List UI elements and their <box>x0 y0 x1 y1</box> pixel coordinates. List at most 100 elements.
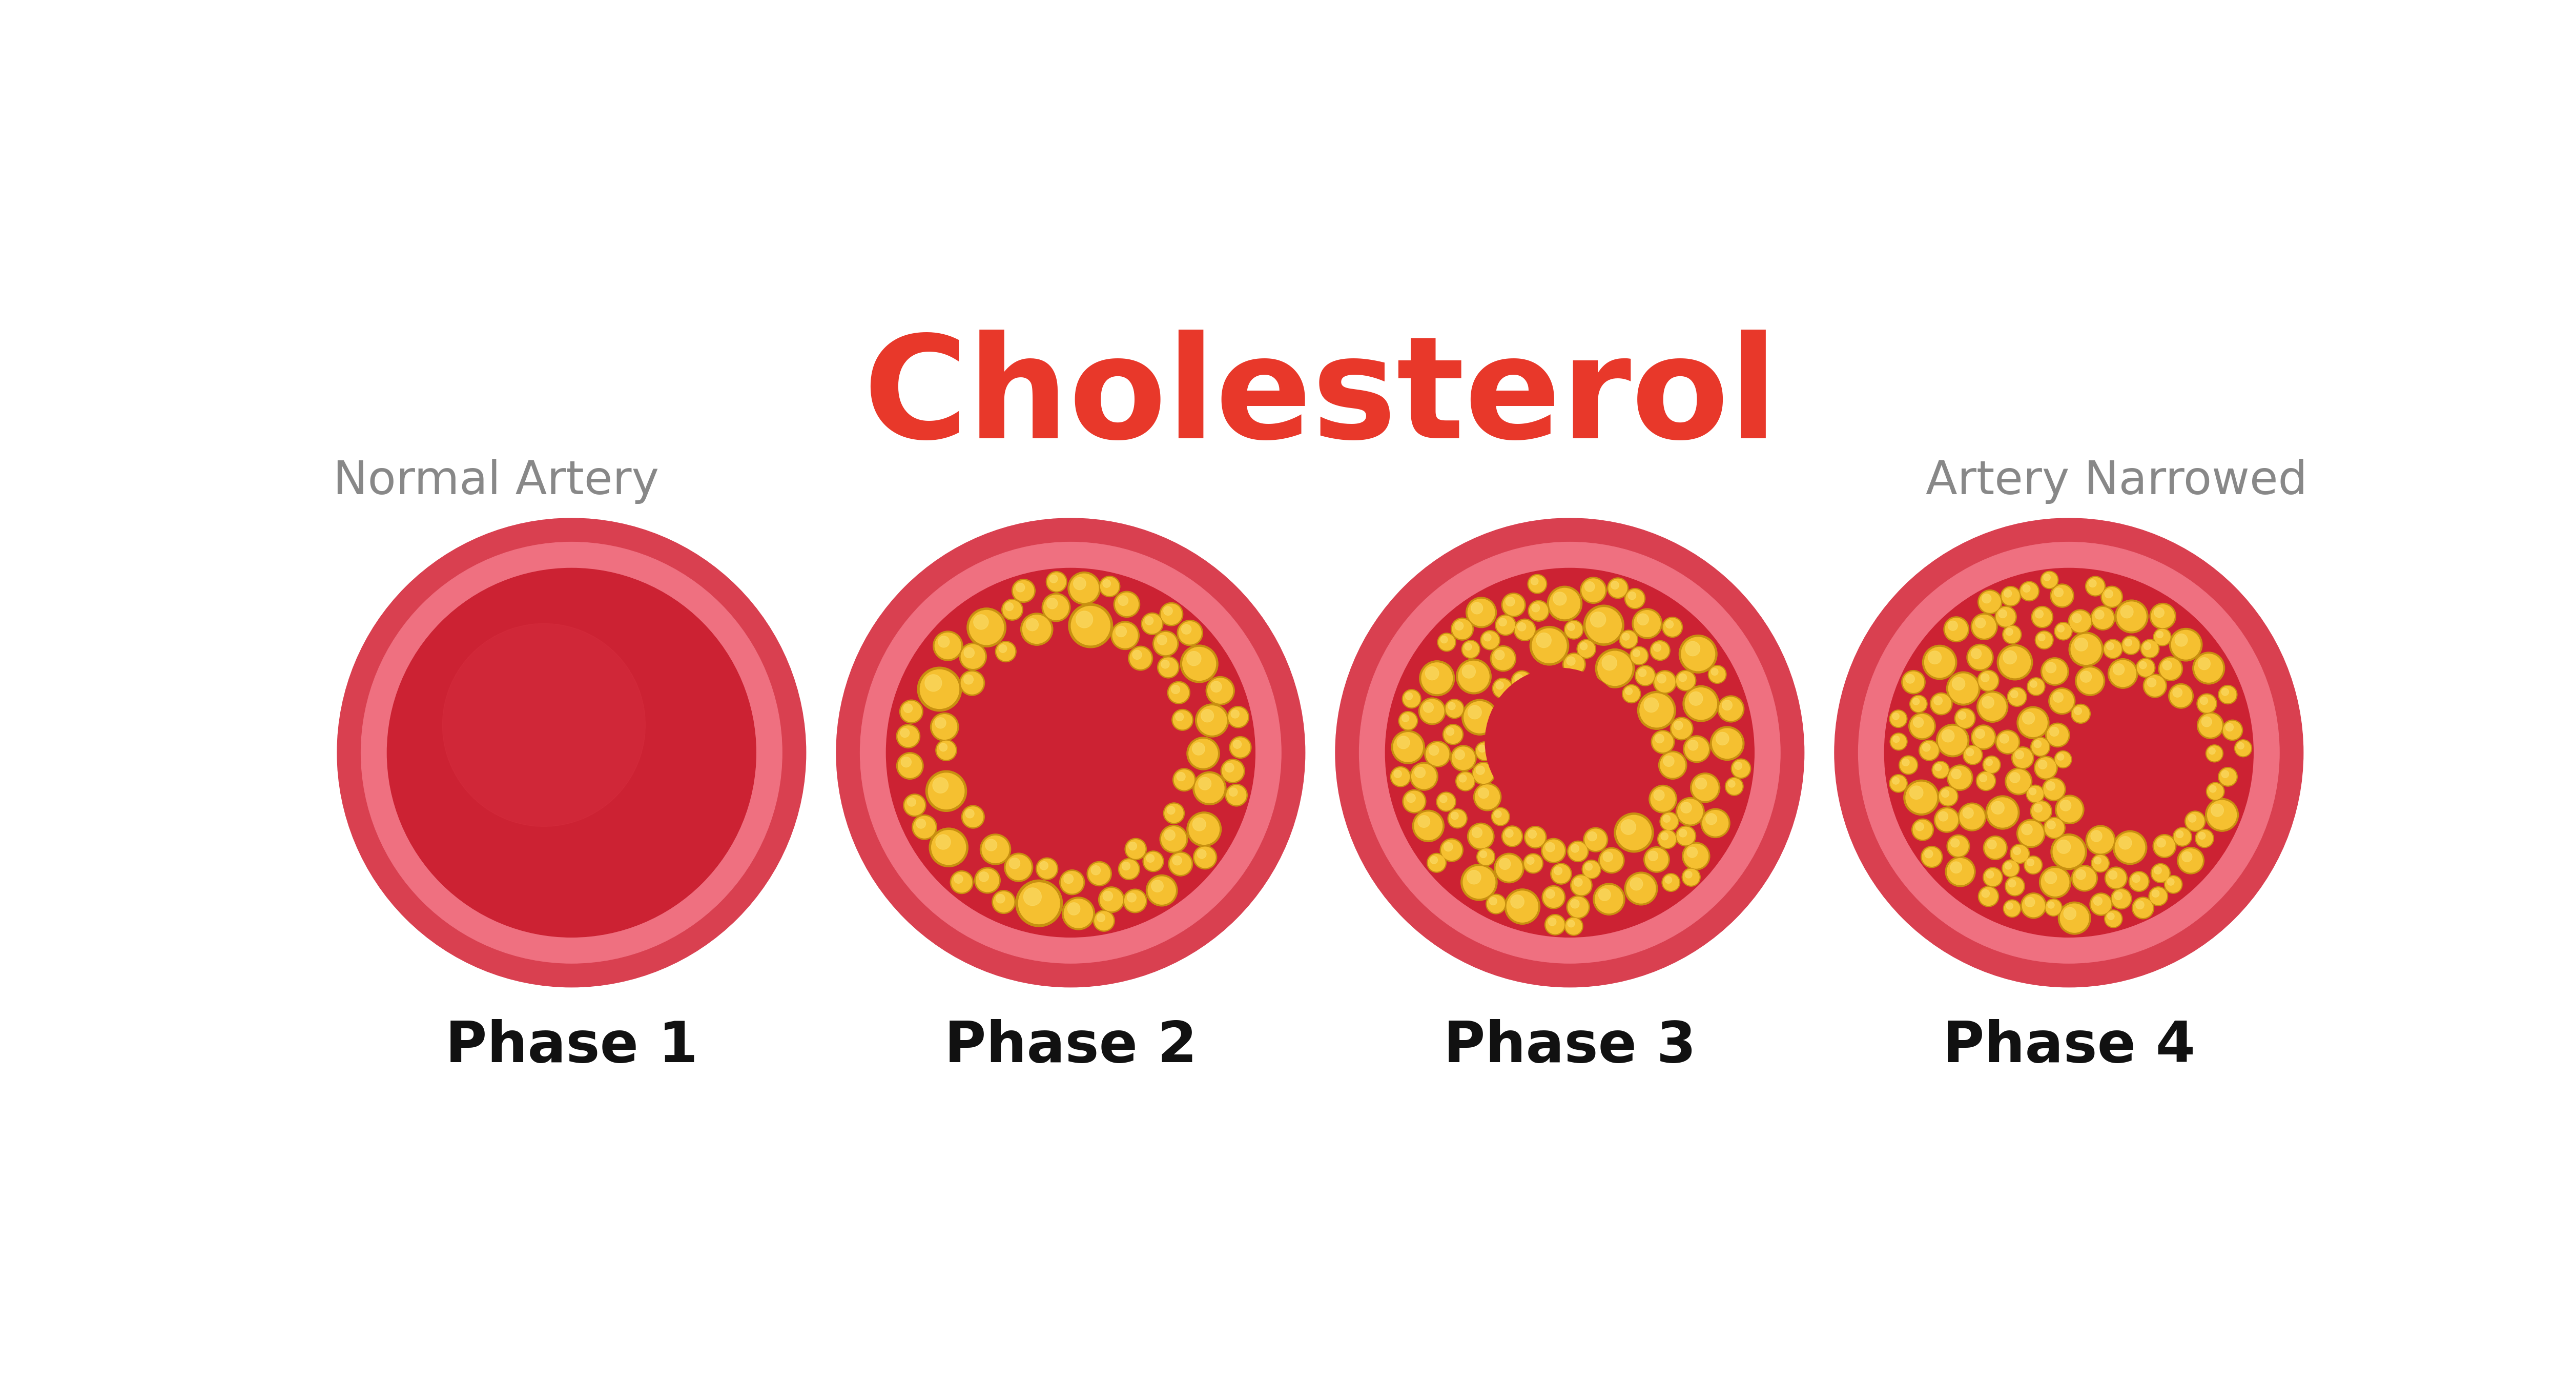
Circle shape <box>1489 898 1497 904</box>
Circle shape <box>2012 747 2035 769</box>
Circle shape <box>2164 875 2182 893</box>
Circle shape <box>1100 888 1123 911</box>
Circle shape <box>1625 687 1633 694</box>
Circle shape <box>1651 787 1674 812</box>
Circle shape <box>958 643 987 671</box>
Circle shape <box>2102 588 2120 606</box>
Circle shape <box>1010 857 1020 869</box>
Circle shape <box>1092 910 1115 932</box>
Circle shape <box>1911 714 1935 739</box>
Circle shape <box>1566 841 1589 862</box>
Circle shape <box>1953 678 1965 690</box>
Circle shape <box>1061 898 1095 929</box>
Circle shape <box>1422 703 1432 712</box>
Circle shape <box>443 624 647 827</box>
Circle shape <box>2045 819 2063 838</box>
Circle shape <box>1450 745 1476 772</box>
Circle shape <box>2143 674 2166 697</box>
Circle shape <box>1468 599 1494 626</box>
Circle shape <box>2058 625 2063 632</box>
Circle shape <box>1113 591 1141 617</box>
Circle shape <box>1103 891 1113 900</box>
Circle shape <box>1164 607 1172 615</box>
Circle shape <box>1924 647 1955 678</box>
Circle shape <box>1937 812 1947 822</box>
Circle shape <box>2053 693 2063 703</box>
Circle shape <box>1551 864 1571 884</box>
Circle shape <box>2221 689 2228 696</box>
Circle shape <box>1971 725 1996 750</box>
Circle shape <box>2002 625 2022 644</box>
Circle shape <box>1461 640 1481 658</box>
Circle shape <box>1231 737 1249 757</box>
Circle shape <box>1713 729 1741 758</box>
Circle shape <box>2071 866 2097 891</box>
Circle shape <box>1512 672 1530 690</box>
Circle shape <box>1144 617 1154 625</box>
Circle shape <box>1195 704 1229 737</box>
Circle shape <box>2166 877 2182 892</box>
Circle shape <box>1695 777 1708 790</box>
Circle shape <box>2092 830 2102 842</box>
Circle shape <box>1437 633 1455 651</box>
Circle shape <box>1198 777 1211 790</box>
Circle shape <box>1494 650 1504 660</box>
Circle shape <box>1172 856 1182 866</box>
Circle shape <box>1643 697 1659 712</box>
Circle shape <box>1064 874 1074 884</box>
Circle shape <box>2092 606 2115 631</box>
Circle shape <box>1947 621 1958 631</box>
Circle shape <box>2089 893 2112 916</box>
Circle shape <box>2236 741 2251 757</box>
Circle shape <box>1976 729 1984 739</box>
Circle shape <box>1445 842 1453 852</box>
Circle shape <box>2050 585 2074 606</box>
Circle shape <box>997 642 1015 661</box>
Text: Cholesterol: Cholesterol <box>863 329 1777 467</box>
Circle shape <box>1947 835 1971 857</box>
Circle shape <box>1571 899 1579 909</box>
Circle shape <box>1584 827 1607 852</box>
Circle shape <box>2043 779 2063 799</box>
Circle shape <box>1984 867 2002 887</box>
Circle shape <box>1164 804 1182 823</box>
Circle shape <box>1455 772 1476 791</box>
Circle shape <box>2115 833 2146 863</box>
Circle shape <box>1685 871 1692 878</box>
Circle shape <box>1100 577 1118 596</box>
Circle shape <box>2045 662 2056 674</box>
Circle shape <box>1978 693 2007 721</box>
Circle shape <box>1909 786 1924 799</box>
Circle shape <box>1674 671 1695 692</box>
Circle shape <box>1705 813 1716 824</box>
Circle shape <box>1543 839 1564 862</box>
Circle shape <box>1443 839 1461 860</box>
Circle shape <box>2146 675 2166 696</box>
Circle shape <box>1909 696 1927 712</box>
Circle shape <box>1620 631 1638 649</box>
Circle shape <box>1471 762 1494 784</box>
Circle shape <box>1633 609 1662 639</box>
Circle shape <box>1046 597 1059 609</box>
Circle shape <box>1615 813 1654 852</box>
Circle shape <box>1458 661 1489 692</box>
Circle shape <box>930 828 969 867</box>
Circle shape <box>1159 658 1177 676</box>
Circle shape <box>2138 660 2154 676</box>
Circle shape <box>1600 848 1625 873</box>
Circle shape <box>2151 889 2159 898</box>
Circle shape <box>1659 831 1677 848</box>
Circle shape <box>981 835 1010 863</box>
Circle shape <box>1170 853 1190 874</box>
Circle shape <box>1463 866 1494 899</box>
Circle shape <box>1453 747 1476 770</box>
Circle shape <box>1566 896 1589 918</box>
Circle shape <box>1445 700 1463 718</box>
Circle shape <box>1914 718 1924 727</box>
Circle shape <box>1677 827 1695 845</box>
Circle shape <box>1226 784 1247 806</box>
Circle shape <box>2105 910 2123 928</box>
Circle shape <box>2133 899 2154 918</box>
Circle shape <box>1175 712 1182 721</box>
Circle shape <box>2050 727 2058 736</box>
